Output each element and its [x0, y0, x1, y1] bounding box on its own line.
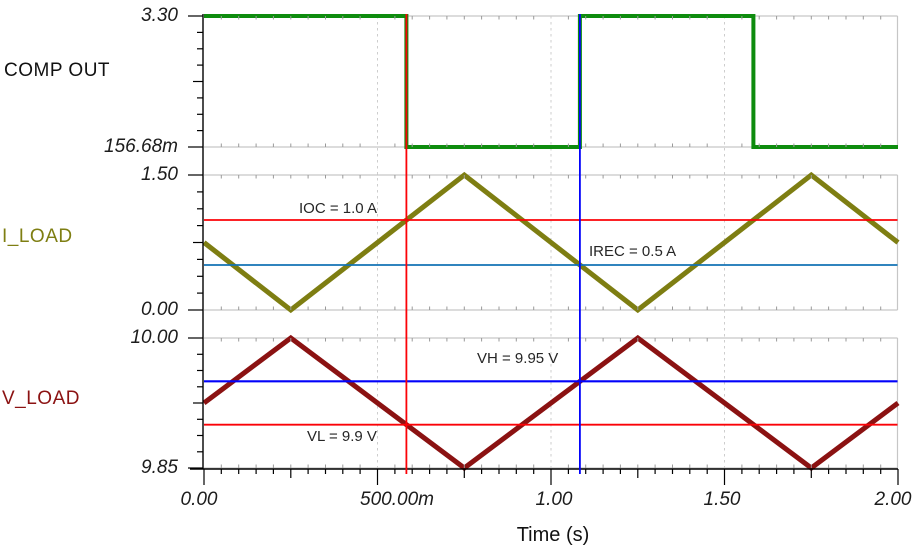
panel-label-i-load: I_LOAD	[2, 226, 73, 247]
x-tick-1: 1.00	[535, 489, 573, 510]
annotation-vh: VH = 9.95 V	[477, 350, 559, 367]
y-label-iload-min: 0.00	[141, 299, 178, 320]
y-label-iload-max: 1.50	[141, 164, 178, 185]
x-tick-2: 2.00	[874, 489, 912, 510]
y-label-vload-min: 9.85	[141, 457, 178, 478]
panel-label-v-load: V_LOAD	[2, 388, 80, 409]
trace-v-load	[202, 334, 900, 472]
y-label-comp-high: 3.30	[141, 5, 178, 26]
x-tick-1-5: 1.50	[703, 489, 741, 510]
annotation-irec: IREC = 0.5 A	[589, 243, 677, 260]
panel-label-comp-out: COMP OUT	[4, 60, 111, 81]
y-label-vload-max: 10.00	[130, 327, 178, 348]
x-tick-500m: 500.00m	[360, 489, 434, 510]
trace-i-load	[202, 171, 900, 314]
annotation-ioc: IOC = 1.0 A	[299, 200, 377, 217]
x-tick-0: 0.00	[180, 489, 218, 510]
x-axis-title: Time (s)	[516, 524, 590, 546]
y-label-comp-low: 156.68m	[104, 136, 178, 157]
annotation-vl: VL = 9.9 V	[307, 428, 377, 445]
